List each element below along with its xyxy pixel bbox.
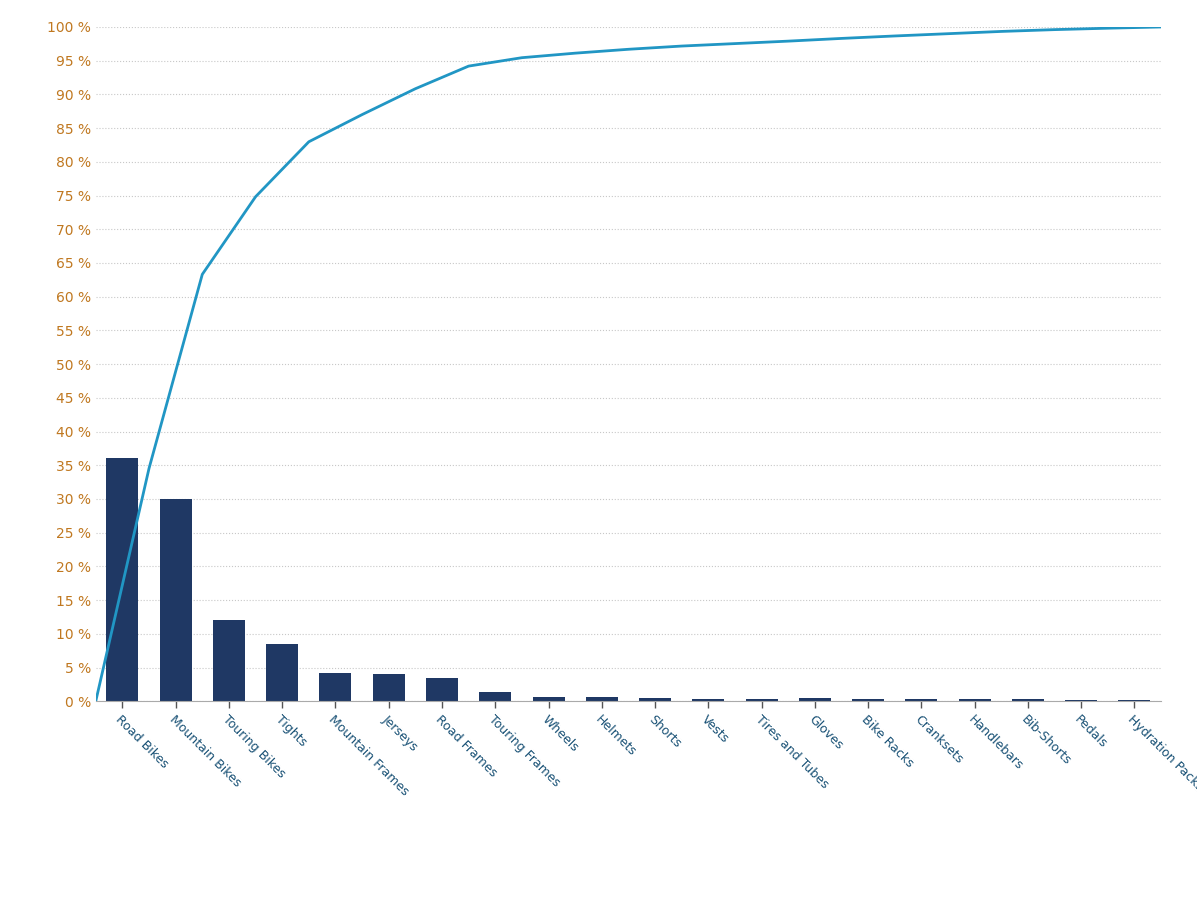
Bar	[585, 698, 618, 701]
Bar	[213, 620, 245, 701]
Bar	[852, 699, 885, 701]
Bar	[107, 458, 139, 701]
Bar	[798, 699, 831, 701]
Bar	[533, 697, 565, 701]
Bar	[1065, 699, 1098, 701]
Bar	[1118, 700, 1150, 701]
Bar	[372, 674, 405, 701]
Bar	[1011, 699, 1044, 701]
Bar	[426, 678, 458, 701]
Bar	[159, 499, 192, 701]
Bar	[639, 698, 672, 701]
Bar	[692, 699, 724, 701]
Bar	[959, 699, 991, 701]
Bar	[905, 699, 937, 701]
Bar	[266, 644, 298, 701]
Bar	[746, 699, 778, 701]
Bar	[479, 692, 511, 701]
Bar	[320, 672, 352, 701]
